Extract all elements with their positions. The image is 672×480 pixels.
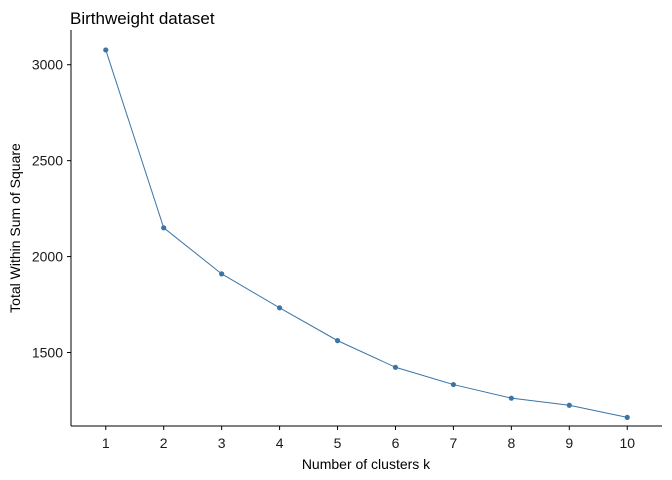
x-tick-label: 10 — [619, 435, 635, 451]
y-axis-ticks: 1500 2000 2500 3000 — [32, 57, 71, 361]
chart-title: Birthweight dataset — [70, 9, 215, 28]
series-group — [103, 47, 630, 420]
data-point — [161, 225, 167, 231]
y-tick-label: 3000 — [32, 57, 63, 73]
y-axis-title: Total Within Sum of Square — [7, 143, 23, 313]
data-point — [219, 271, 225, 277]
data-point — [450, 381, 457, 388]
y-tick-label: 1500 — [32, 345, 63, 361]
y-tick-label: 2500 — [32, 153, 63, 169]
data-point — [392, 364, 399, 370]
data-point — [566, 402, 572, 408]
x-tick-label: 8 — [507, 435, 515, 451]
x-tick-label: 6 — [392, 435, 400, 451]
x-tick-label: 3 — [218, 435, 226, 451]
x-axis-title: Number of clusters k — [302, 456, 431, 472]
data-point — [508, 395, 514, 401]
x-tick-label: 9 — [565, 435, 573, 451]
x-tick-label: 2 — [160, 435, 168, 451]
data-point — [276, 305, 283, 311]
data-point — [334, 338, 341, 344]
x-tick-label: 7 — [450, 435, 458, 451]
series-line — [105, 49, 628, 418]
x-tick-label: 1 — [102, 435, 110, 451]
data-point — [624, 414, 630, 420]
x-tick-label: 4 — [276, 435, 284, 451]
data-point — [103, 47, 109, 53]
x-tick-label: 5 — [334, 435, 342, 451]
x-axis-ticks: 1 2 3 4 5 6 7 8 9 10 — [102, 426, 635, 451]
y-tick-label: 2000 — [32, 249, 63, 265]
